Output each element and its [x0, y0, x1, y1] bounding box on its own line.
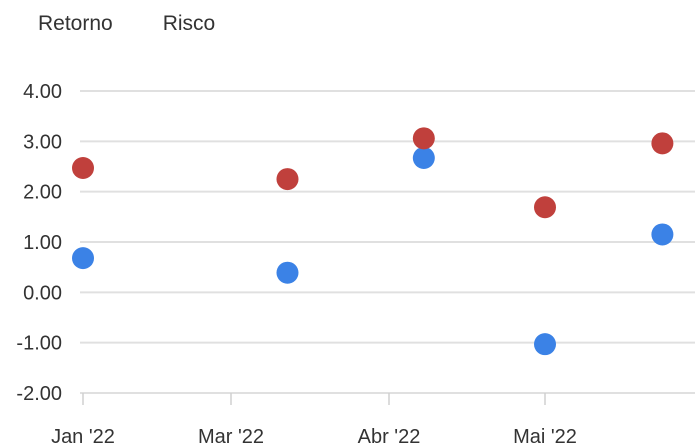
data-point-risco [651, 132, 674, 155]
x-tick-label: Mar '22 [198, 426, 264, 447]
data-point-risco [534, 196, 556, 219]
y-tick-label: 1.00 [23, 232, 62, 254]
data-point-retorno [72, 247, 94, 270]
x-tick-label: Abr '22 [358, 426, 421, 447]
data-point-risco [72, 157, 94, 180]
data-points [72, 127, 674, 356]
data-point-retorno [276, 261, 299, 284]
data-point-retorno [534, 333, 556, 356]
data-point-risco [412, 127, 435, 150]
y-axis: 4.00 3.00 2.00 1.00 0.00 -1.00 -2.00 [16, 81, 62, 405]
x-tick-label: Mai '22 [513, 426, 577, 447]
data-point-risco [276, 168, 299, 191]
data-point-retorno [412, 146, 435, 169]
y-tick-label: -1.00 [16, 333, 62, 355]
legend-item-risco[interactable]: Risco [162, 12, 216, 35]
y-tick-label: 2.00 [23, 182, 62, 204]
chart-legend: Retorno Risco [38, 11, 215, 37]
y-tick-label: -2.00 [16, 383, 62, 405]
data-point-retorno [651, 223, 674, 246]
x-axis: Jan '22 Mar '22 Abr '22 Mai '22 [51, 393, 577, 447]
y-tick-label: 4.00 [23, 81, 62, 103]
grid-lines [80, 90, 695, 394]
x-tick-label: Jan '22 [51, 426, 115, 447]
legend-item-retorno[interactable]: Retorno [38, 12, 113, 35]
y-tick-label: 0.00 [23, 282, 62, 304]
y-tick-label: 3.00 [23, 131, 62, 153]
